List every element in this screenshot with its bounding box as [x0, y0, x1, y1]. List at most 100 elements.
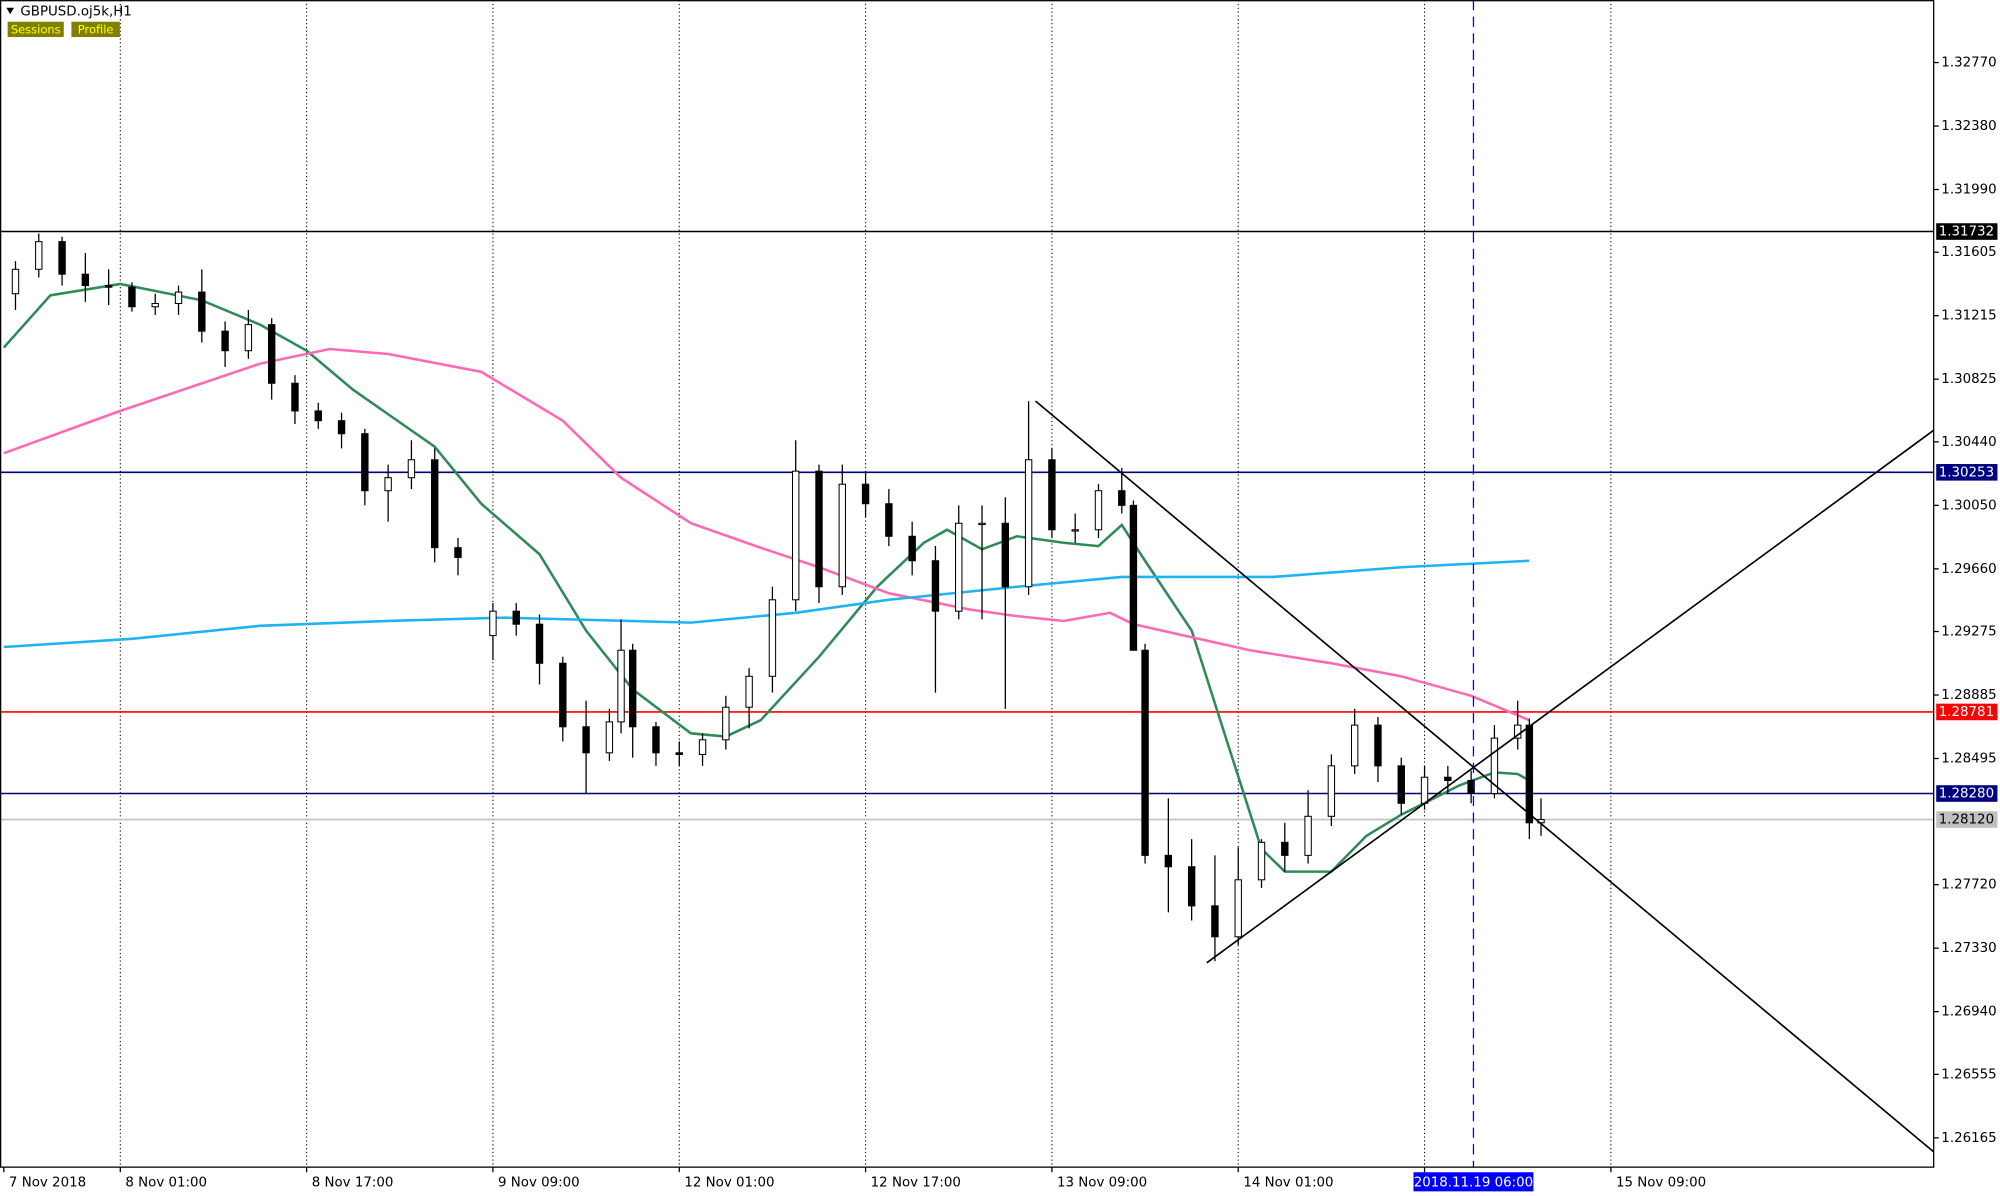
moving-average [2, 282, 1530, 873]
candle-body [582, 726, 590, 754]
candle-body [628, 649, 637, 728]
candle-body [1350, 724, 1359, 767]
y-tick-label: 1.28885 [1941, 688, 1996, 703]
candle-body [1024, 459, 1033, 588]
candle-body [244, 324, 253, 352]
y-tick-label: 1.27330 [1941, 941, 1996, 956]
candle-body [454, 547, 462, 558]
candle-body [1327, 765, 1336, 817]
y-tick-label: 1.30440 [1941, 435, 1996, 450]
candle-body [384, 477, 392, 492]
axis-layer: 1.32770 1.32380 1.31990 1.31605 1.31215 1.308… [3, 56, 1998, 1192]
menu-arrow[interactable] [6, 7, 15, 15]
candle-body [1281, 841, 1289, 856]
button-label[interactable]: Sessions [11, 23, 61, 37]
candle-body [58, 241, 66, 275]
candle-body [361, 433, 369, 492]
y-tick-label: 1.32770 [1941, 56, 1996, 71]
trend-line [1206, 429, 1934, 964]
y-tick-label: 1.30825 [1941, 372, 1996, 387]
candle-body [431, 459, 439, 549]
y-tick-label: 1.26165 [1941, 1131, 1996, 1146]
moving-average [3, 559, 1530, 649]
candle-body [1490, 737, 1499, 795]
y-tick-label: 1.26555 [1941, 1067, 1996, 1082]
candle-body [174, 291, 183, 305]
candle-body [267, 324, 276, 384]
y-tick-label: 1.30050 [1941, 498, 1996, 513]
candle-body [861, 483, 870, 505]
y-tick-label: 1.27720 [1941, 878, 1996, 893]
candle-body [1071, 529, 1079, 532]
candle-body [559, 662, 567, 728]
candle-body [931, 560, 940, 612]
candle-body [1467, 779, 1475, 795]
level-label: 1.28781 [1939, 705, 1994, 720]
y-tick-label: 1.26940 [1941, 1005, 1996, 1020]
level-label: 1.30253 [1939, 465, 1994, 480]
candle-body [1187, 866, 1196, 907]
candle-body [768, 599, 777, 677]
level-label: 1.28120 [1939, 813, 1994, 828]
profile-button[interactable] [71, 21, 120, 38]
candle-body [407, 459, 416, 479]
candle-body [35, 241, 43, 270]
candle-body [512, 610, 520, 625]
moving-average [3, 347, 1530, 722]
x-tick-label: 7 Nov 2018 [9, 1175, 86, 1190]
candle-body [151, 302, 159, 308]
candle-body [337, 420, 346, 435]
candle-body [198, 291, 206, 332]
candle-body [81, 273, 90, 287]
level-label-box [1936, 223, 1998, 240]
candle-body [1048, 459, 1056, 531]
level-label-box [1936, 785, 1998, 802]
grid-layer [119, 0, 1612, 1168]
candle-body [535, 623, 544, 664]
candle-body [1164, 854, 1173, 868]
candle-body [955, 522, 963, 612]
x-tick-label: 9 Nov 09:00 [498, 1175, 580, 1190]
y-tick-label: 1.32380 [1941, 119, 1996, 134]
level-label-box [1936, 703, 1998, 721]
crosshair-label-box [1413, 1172, 1534, 1192]
level-label: 1.31732 [1939, 225, 1994, 240]
candle-body [675, 752, 683, 755]
x-tick-label: 12 Nov 17:00 [871, 1175, 961, 1190]
trend-line [1035, 400, 1934, 1153]
candle-body [617, 649, 625, 723]
candle-body [1444, 776, 1452, 781]
candle-body [745, 675, 753, 708]
candle-body [652, 726, 660, 754]
candle-body [314, 410, 322, 422]
candle-body [885, 503, 893, 537]
candle-body [838, 483, 846, 588]
candle-body [698, 739, 707, 755]
candle-body [1514, 724, 1522, 739]
candle-body [1420, 776, 1429, 804]
symbol-label: GBPUSD.oj5k,H1 [20, 5, 131, 20]
crosshair-label: 2018.11.19 06:00 [1414, 1175, 1533, 1190]
candle-body [815, 470, 823, 588]
candle-body [1234, 879, 1242, 938]
candle-body [291, 382, 299, 412]
sessions-button[interactable] [7, 21, 64, 38]
candle-body [128, 286, 136, 308]
candle-body [1118, 490, 1126, 506]
y-tick-label: 1.28495 [1941, 752, 1996, 767]
candle-body [1141, 649, 1149, 856]
candle-body [792, 470, 800, 601]
candle-body [1374, 724, 1382, 767]
candle-body [722, 706, 730, 741]
button-label[interactable]: Profile [78, 23, 114, 37]
candle-body [1397, 765, 1405, 804]
candle-body [1094, 490, 1103, 531]
candle-body [908, 535, 916, 562]
candle-body [11, 268, 20, 295]
candle-body [1304, 815, 1312, 856]
y-tick-label: 1.31605 [1941, 245, 1996, 260]
data-layer [0, 0, 1934, 1168]
y-tick-label: 1.29275 [1941, 625, 1996, 640]
